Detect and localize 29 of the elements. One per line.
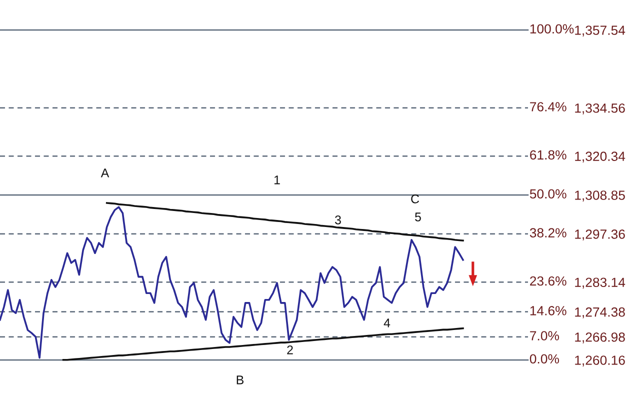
line-series — [62, 327, 464, 361]
line-series — [106, 202, 464, 242]
text: 0.0% — [530, 354, 559, 364]
y-tick-label: 1,283.14 — [575, 278, 626, 289]
annotation: A — [100, 168, 110, 178]
text: 38.2% — [530, 228, 566, 238]
y-tick-label: 1,266.98 — [575, 332, 625, 344]
y-tick-label: 1,297.36 — [575, 230, 625, 240]
line-series — [0, 206, 464, 359]
annotation: 2 — [287, 346, 293, 354]
text: 7.0% — [530, 331, 559, 340]
y-tick-label: 1,320.34 — [575, 152, 626, 163]
annotation: 1 — [274, 176, 280, 184]
y-tick-label: 1,334.56 — [575, 103, 625, 114]
text: 76.4% — [530, 102, 566, 112]
text: 100.0% — [530, 24, 574, 34]
text: 61.8% — [530, 150, 566, 160]
text: 50.0% — [530, 189, 566, 199]
y-tick-label: 1,260.16 — [575, 356, 625, 366]
y-tick-label: 1,357.54 — [575, 26, 626, 36]
text: B — [236, 376, 244, 384]
annotation: 3 — [335, 216, 341, 224]
y-tick-label: 1,274.38 — [575, 307, 625, 318]
text: 14.6% — [530, 306, 566, 316]
annotation: 5 — [415, 212, 421, 222]
annotation: 4 — [384, 318, 390, 328]
text: 23.6% — [530, 276, 566, 286]
annotation: C — [411, 194, 420, 204]
y-tick-label: 1,308.85 — [575, 190, 625, 202]
